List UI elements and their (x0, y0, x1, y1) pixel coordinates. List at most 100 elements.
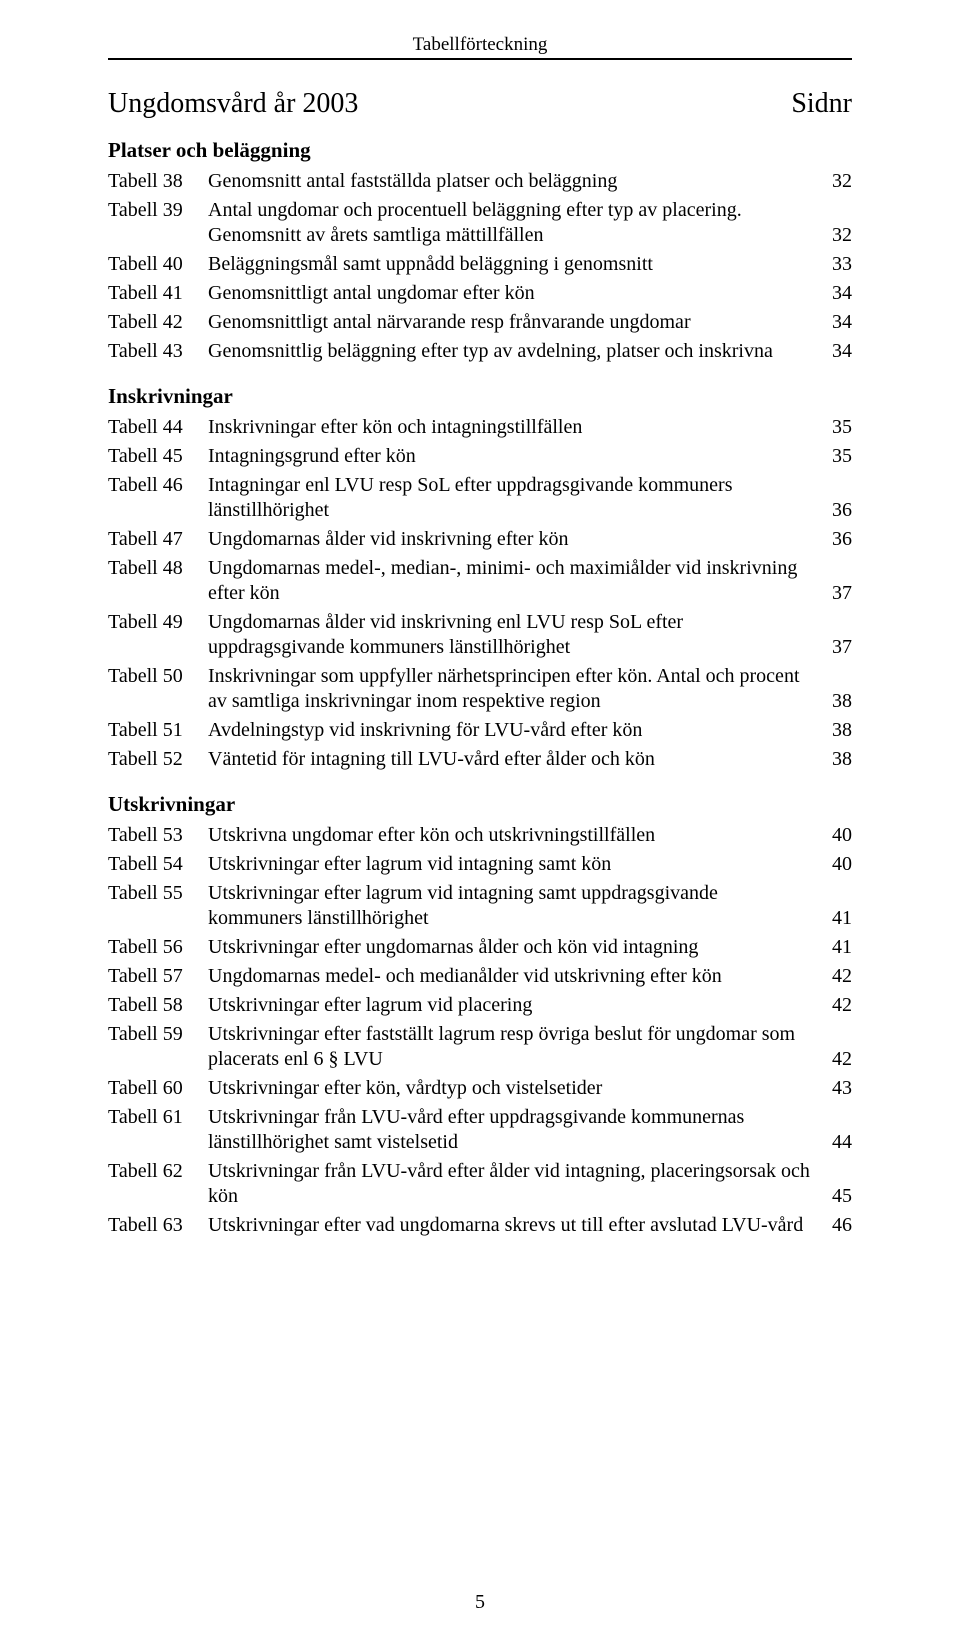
toc-row: Tabell 47Ungdomarnas ålder vid inskrivni… (108, 525, 852, 554)
toc-row-title: Genomsnittligt antal ungdomar efter kön (208, 279, 816, 308)
header-rule (108, 58, 852, 60)
toc-row: Tabell 51Avdelningstyp vid inskrivning f… (108, 716, 852, 745)
page: Tabellförteckning Ungdomsvård år 2003 Si… (0, 0, 960, 1646)
toc-row-page: 46 (816, 1211, 852, 1240)
toc-row: Tabell 44Inskrivningar efter kön och int… (108, 413, 852, 442)
toc-row-page: 34 (816, 337, 852, 366)
toc-row: Tabell 58Utskrivningar efter lagrum vid … (108, 991, 852, 1020)
toc-row-page: 36 (816, 471, 852, 525)
toc-row-label: Tabell 43 (108, 337, 208, 366)
toc-row-label: Tabell 47 (108, 525, 208, 554)
toc-row-label: Tabell 46 (108, 471, 208, 525)
toc-row-label: Tabell 52 (108, 745, 208, 774)
running-head: Tabellförteckning (108, 34, 852, 56)
toc-row: Tabell 46Intagningar enl LVU resp SoL ef… (108, 471, 852, 525)
toc-row-page: 35 (816, 413, 852, 442)
toc-row-title: Utskrivningar efter kön, vårdtyp och vis… (208, 1074, 816, 1103)
toc-row: Tabell 62Utskrivningar från LVU-vård eft… (108, 1157, 852, 1211)
toc-row-title: Genomsnittligt antal närvarande resp frå… (208, 308, 816, 337)
toc-row: Tabell 61Utskrivningar från LVU-vård eft… (108, 1103, 852, 1157)
toc-row-title: Utskrivningar efter lagrum vid intagning… (208, 850, 816, 879)
toc-row-title: Utskrivningar efter vad ungdomarna skrev… (208, 1211, 816, 1240)
toc-row-page: 38 (816, 716, 852, 745)
toc-row-page: 44 (816, 1103, 852, 1157)
toc-row-label: Tabell 63 (108, 1211, 208, 1240)
toc-row-title: Intagningar enl LVU resp SoL efter uppdr… (208, 471, 816, 525)
toc-table: Tabell 38Genomsnitt antal fastställda pl… (108, 167, 852, 366)
toc-row-label: Tabell 57 (108, 962, 208, 991)
toc-row-page: 38 (816, 745, 852, 774)
page-number: 5 (0, 1591, 960, 1614)
toc-row-title: Utskrivningar efter lagrum vid placering (208, 991, 816, 1020)
toc-row-title: Inskrivningar efter kön och intagningsti… (208, 413, 816, 442)
toc-row-label: Tabell 54 (108, 850, 208, 879)
toc-row-label: Tabell 56 (108, 933, 208, 962)
toc-row-title: Utskrivningar efter lagrum vid intagning… (208, 879, 816, 933)
toc-row: Tabell 54Utskrivningar efter lagrum vid … (108, 850, 852, 879)
toc-row-title: Utskrivningar efter ungdomarnas ålder oc… (208, 933, 816, 962)
toc-row-page: 40 (816, 821, 852, 850)
section-heading: Platser och beläggning (108, 138, 852, 163)
toc-row-label: Tabell 44 (108, 413, 208, 442)
toc-row-label: Tabell 49 (108, 608, 208, 662)
toc-row: Tabell 59Utskrivningar efter fastställt … (108, 1020, 852, 1074)
toc-row-title: Väntetid för intagning till LVU-vård eft… (208, 745, 816, 774)
toc-row-label: Tabell 62 (108, 1157, 208, 1211)
toc-row-title: Ungdomarnas ålder vid inskrivning efter … (208, 525, 816, 554)
toc-row-page: 41 (816, 879, 852, 933)
toc-row-title: Utskrivningar från LVU-vård efter uppdra… (208, 1103, 816, 1157)
toc-row-title: Genomsnittlig beläggning efter typ av av… (208, 337, 816, 366)
toc-row: Tabell 39Antal ungdomar och procentuell … (108, 196, 852, 250)
toc-row-title: Utskrivna ungdomar efter kön och utskriv… (208, 821, 816, 850)
toc-row: Tabell 53Utskrivna ungdomar efter kön oc… (108, 821, 852, 850)
toc-table: Tabell 53Utskrivna ungdomar efter kön oc… (108, 821, 852, 1240)
toc-row-label: Tabell 39 (108, 196, 208, 250)
toc-row-page: 37 (816, 554, 852, 608)
toc-row-label: Tabell 58 (108, 991, 208, 1020)
toc-row-page: 37 (816, 608, 852, 662)
toc-row-page: 32 (816, 196, 852, 250)
toc-row-page: 42 (816, 962, 852, 991)
toc-row: Tabell 42Genomsnittligt antal närvarande… (108, 308, 852, 337)
toc-row: Tabell 60Utskrivningar efter kön, vårdty… (108, 1074, 852, 1103)
toc-row-label: Tabell 55 (108, 879, 208, 933)
toc-row: Tabell 55Utskrivningar efter lagrum vid … (108, 879, 852, 933)
toc-row: Tabell 45Intagningsgrund efter kön35 (108, 442, 852, 471)
toc-row-page: 36 (816, 525, 852, 554)
toc-row-page: 32 (816, 167, 852, 196)
toc-row-title: Beläggningsmål samt uppnådd beläggning i… (208, 250, 816, 279)
toc-row: Tabell 50Inskrivningar som uppfyller när… (108, 662, 852, 716)
toc-row-label: Tabell 50 (108, 662, 208, 716)
toc-row-label: Tabell 53 (108, 821, 208, 850)
toc-row: Tabell 48Ungdomarnas medel-, median-, mi… (108, 554, 852, 608)
toc-table: Tabell 44Inskrivningar efter kön och int… (108, 413, 852, 774)
toc-row-label: Tabell 59 (108, 1020, 208, 1074)
section-heading: Utskrivningar (108, 792, 852, 817)
toc-row-title: Antal ungdomar och procentuell beläggnin… (208, 196, 816, 250)
toc-row: Tabell 43Genomsnittlig beläggning efter … (108, 337, 852, 366)
toc-row: Tabell 52Väntetid för intagning till LVU… (108, 745, 852, 774)
toc-row: Tabell 38Genomsnitt antal fastställda pl… (108, 167, 852, 196)
toc-row-title: Ungdomarnas medel- och medianålder vid u… (208, 962, 816, 991)
toc-row-page: 42 (816, 1020, 852, 1074)
toc-row-title: Inskrivningar som uppfyller närhetsprinc… (208, 662, 816, 716)
toc-row-page: 33 (816, 250, 852, 279)
toc-row-label: Tabell 45 (108, 442, 208, 471)
toc-row-title: Utskrivningar efter fastställt lagrum re… (208, 1020, 816, 1074)
toc-row-page: 34 (816, 279, 852, 308)
toc-row: Tabell 57Ungdomarnas medel- och medianål… (108, 962, 852, 991)
section-heading: Inskrivningar (108, 384, 852, 409)
toc-row-page: 35 (816, 442, 852, 471)
title-row: Ungdomsvård år 2003 Sidnr (108, 88, 852, 120)
toc-row-title: Ungdomarnas ålder vid inskrivning enl LV… (208, 608, 816, 662)
toc-row-label: Tabell 48 (108, 554, 208, 608)
toc-row-label: Tabell 42 (108, 308, 208, 337)
toc-row-page: 45 (816, 1157, 852, 1211)
toc-row-page: 34 (816, 308, 852, 337)
toc-row-page: 43 (816, 1074, 852, 1103)
toc-row-page: 40 (816, 850, 852, 879)
toc-row-label: Tabell 40 (108, 250, 208, 279)
toc-row-title: Ungdomarnas medel-, median-, minimi- och… (208, 554, 816, 608)
toc-row-title: Utskrivningar från LVU-vård efter ålder … (208, 1157, 816, 1211)
toc-row: Tabell 49Ungdomarnas ålder vid inskrivni… (108, 608, 852, 662)
